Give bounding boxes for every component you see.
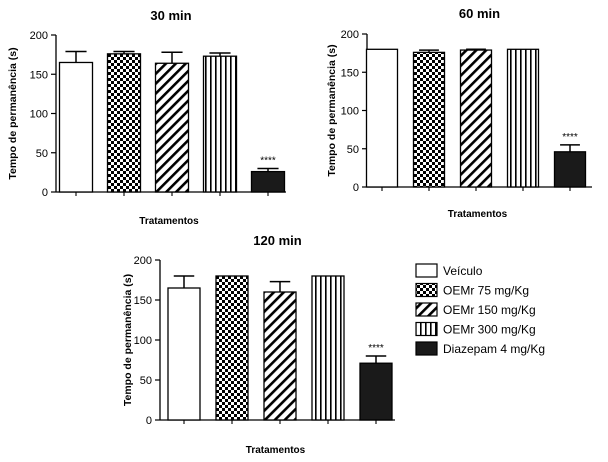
bar-4 <box>506 48 540 188</box>
y-tick-label: 150 <box>134 295 152 307</box>
y-tick-label: 150 <box>341 67 359 79</box>
legend-label: OEMr 150 mg/Kg <box>443 303 536 317</box>
legend-item: Diazepam 4 mg/Kg <box>415 341 545 356</box>
legend-swatch <box>415 263 438 278</box>
legend-label: OEMr 300 mg/Kg <box>443 323 536 337</box>
bar-2 <box>412 51 446 188</box>
bar-4 <box>311 275 345 421</box>
y-tick-label: 0 <box>146 415 152 427</box>
legend: Veículo OEMr 75 mg/Kg OEMr 150 mg/Kg OEMr 3… <box>415 263 545 356</box>
significance-label: **** <box>260 155 276 166</box>
legend-swatch <box>415 321 438 337</box>
y-axis-label: Tempo de permanência (s) <box>326 44 338 176</box>
significance-label: **** <box>562 132 578 143</box>
y-tick-label: 100 <box>30 109 48 121</box>
bar-3 <box>263 291 297 421</box>
y-tick-label: 50 <box>347 144 359 156</box>
bar-1 <box>365 48 399 188</box>
chart-title: 30 min <box>150 8 191 23</box>
chart-panel-1: 30 min 0 50 100 150 200 **** Tratamentos Tempo d… <box>7 8 286 227</box>
bar-2 <box>106 53 142 193</box>
y-tick-label: 100 <box>341 106 359 118</box>
x-axis-label: Tratamentos <box>139 216 199 227</box>
legend-item: OEMr 300 mg/Kg <box>415 321 536 337</box>
bar-3 <box>459 49 493 188</box>
y-tick-label: 200 <box>134 255 152 267</box>
bar-5 <box>359 362 393 421</box>
bar-5 <box>553 151 587 188</box>
legend-item: OEMr 150 mg/Kg <box>415 302 536 317</box>
bar-1 <box>167 287 201 421</box>
bar-5 <box>250 170 286 193</box>
chart-title: 60 min <box>459 6 500 21</box>
legend-item: Veículo <box>415 263 483 278</box>
y-tick-label: 100 <box>134 335 152 347</box>
legend-swatch <box>415 341 438 356</box>
bar-1 <box>58 61 94 193</box>
legend-label: OEMr 75 mg/Kg <box>443 284 529 298</box>
y-axis-label: Tempo de permanência (s) <box>7 47 19 179</box>
legend-swatch <box>415 282 438 298</box>
chart-panel-3: 120 min 0 50 100 150 200 **** Tratamentos Tempo … <box>122 233 395 456</box>
y-tick-label: 200 <box>30 30 48 42</box>
y-axis-label: Tempo de permanência (s) <box>122 274 134 406</box>
legend-label: Veículo <box>443 264 483 278</box>
bar-2 <box>215 275 249 421</box>
x-axis-label: Tratamentos <box>246 445 306 456</box>
significance-label: **** <box>368 343 384 354</box>
y-tick-label: 200 <box>341 29 359 41</box>
x-axis-label: Tratamentos <box>448 209 508 220</box>
bar-4 <box>202 55 238 193</box>
chart-panel-2: 60 min 0 50 100 150 200 **** Tratamentos Tempo d… <box>326 6 592 220</box>
y-tick-label: 0 <box>42 187 48 199</box>
legend-label: Diazepam 4 mg/Kg <box>443 342 545 356</box>
bar-3 <box>154 62 190 193</box>
y-tick-label: 0 <box>353 182 359 194</box>
y-tick-label: 50 <box>140 375 152 387</box>
y-tick-label: 50 <box>36 148 48 160</box>
chart-title: 120 min <box>253 233 301 248</box>
chart-panels: 30 min 0 50 100 150 200 **** Tratamentos Tempo d… <box>7 6 592 456</box>
legend-item: OEMr 75 mg/Kg <box>415 282 529 298</box>
y-tick-label: 150 <box>30 69 48 81</box>
legend-swatch <box>415 302 438 317</box>
